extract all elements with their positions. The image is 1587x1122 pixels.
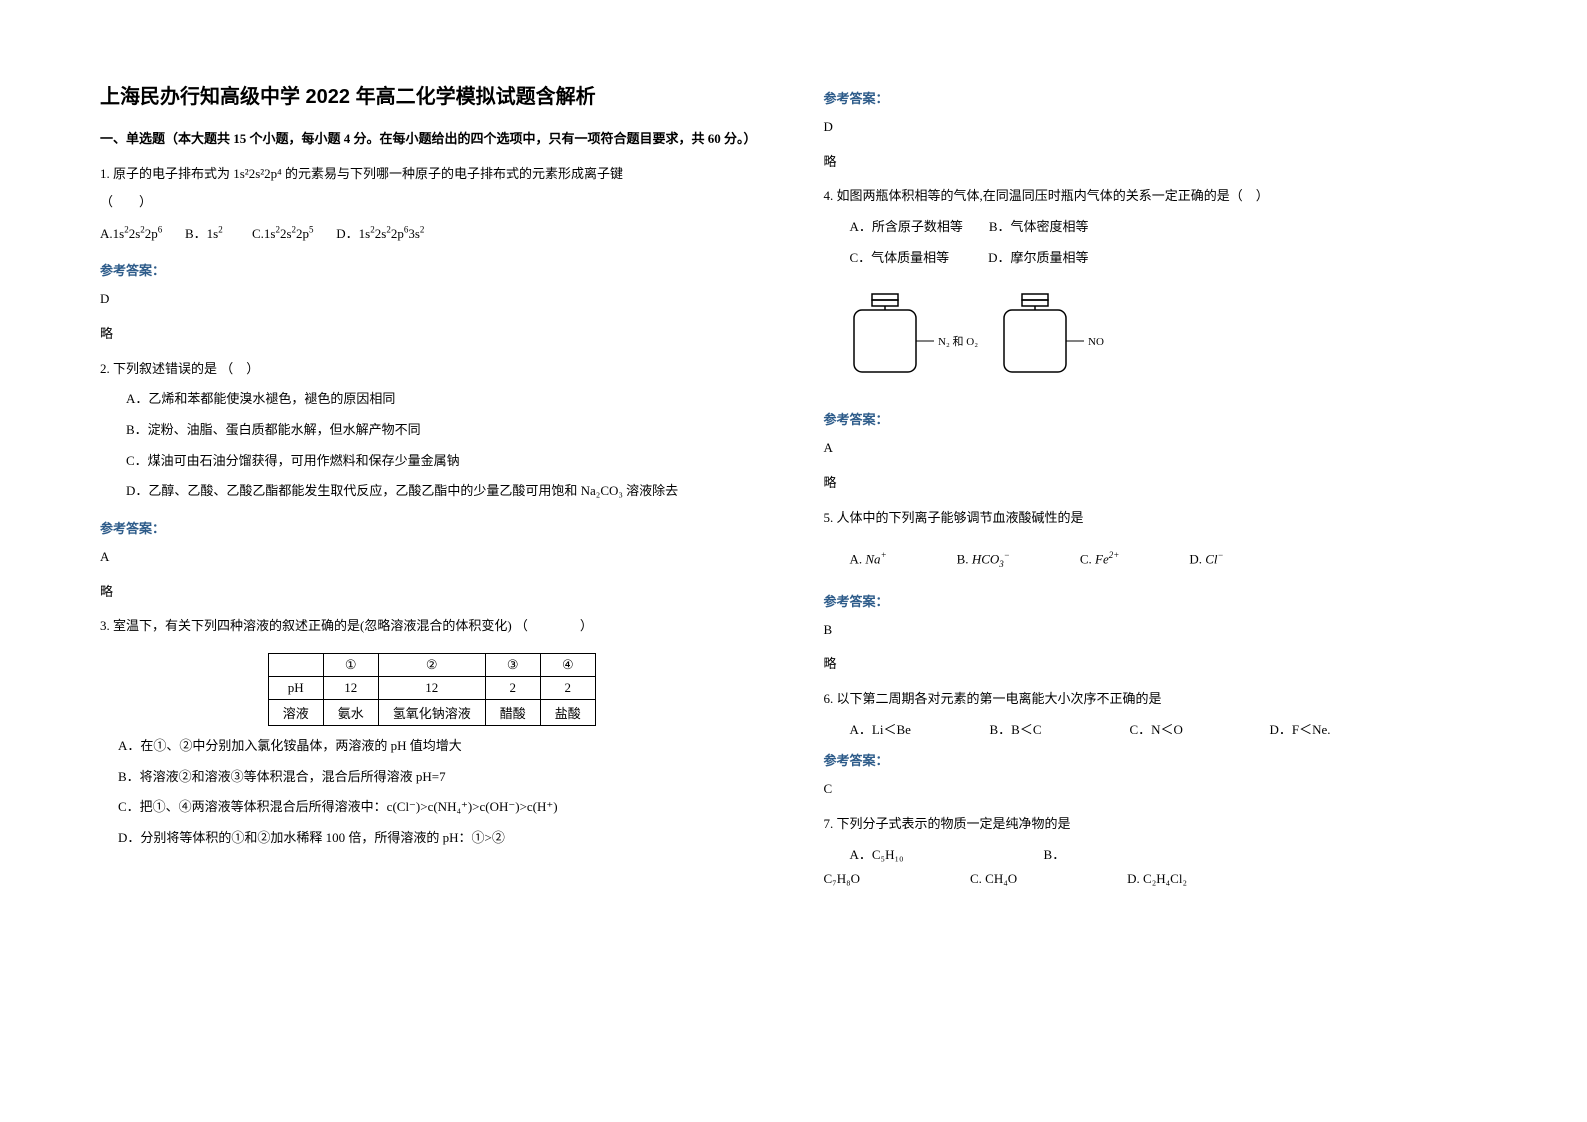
q3-stem: 3. 室温下，有关下列四种溶液的叙述正确的是(忽略溶液混合的体积变化) （ ） <box>100 614 764 639</box>
q7-options: A．C₅H₁₀ B． C₇H₈O C. CH₄O D. C₂H₄Cl₂ <box>824 843 1488 892</box>
q6-a: A．Li＜Be <box>850 718 950 743</box>
q3-answer-label: 参考答案： <box>824 88 1488 107</box>
q6-stem: 6. 以下第二周期各对元素的第一电离能大小次序不正确的是 <box>824 687 1488 712</box>
page-title: 上海民办行知高级中学 2022 年高二化学模拟试题含解析 <box>100 80 764 109</box>
q7-b2: C₇H₈O <box>824 867 861 892</box>
q3-brief: 略 <box>824 150 1488 175</box>
q1-answer: D <box>100 287 764 312</box>
q5-b: B. HCO3− <box>957 547 1010 573</box>
q1-d: D．1s22s22p63s2 <box>336 226 424 241</box>
q5-stem: 5. 人体中的下列离子能够调节血液酸碱性的是 <box>824 506 1488 531</box>
q6-answer-label: 参考答案： <box>824 750 1488 769</box>
q6-answer: C <box>824 777 1488 802</box>
q4-brief: 略 <box>824 471 1488 496</box>
q4-a: A．所含原子数相等 B．气体密度相等 <box>850 215 1488 240</box>
q6-c: C．N＜O <box>1130 718 1230 743</box>
q1-options: A.1s22s22p6 B．1s2 C.1s22s22p5 D．1s22s22p… <box>100 221 764 246</box>
q4-c: C．气体质量相等 D．摩尔质量相等 <box>850 246 1488 271</box>
q1-b: B．1s2 <box>185 226 223 241</box>
q2-a: A．乙烯和苯都能使溴水褪色，褪色的原因相同 <box>126 387 764 412</box>
section-header: 一、单选题（本大题共 15 个小题，每小题 4 分。在每小题给出的四个选项中，只… <box>100 129 764 150</box>
q4-answer-label: 参考答案： <box>824 409 1488 428</box>
q4-answer: A <box>824 436 1488 461</box>
svg-text:N₂ 和 O₂: N₂ 和 O₂ <box>938 335 978 348</box>
q3-b: B．将溶液②和溶液③等体积混合，混合后所得溶液 pH=7 <box>118 765 764 790</box>
q3-table: ① ② ③ ④ pH 12 12 2 2 溶液 氨水 氢氧化钠溶液 醋酸 盐酸 <box>268 653 596 726</box>
q5-d: D. Cl− <box>1189 547 1223 573</box>
q4-diagram: N₂ 和 O₂ NO <box>844 286 1488 391</box>
q7-stem: 7. 下列分子式表示的物质一定是纯净物的是 <box>824 812 1488 837</box>
q6-options: A．Li＜Be B．B＜C C．N＜O D．F＜Ne. <box>850 718 1488 743</box>
q3-d: D．分别将等体积的①和②加水稀释 100 倍，所得溶液的 pH：①>② <box>118 826 764 851</box>
bottles-icon: N₂ 和 O₂ NO <box>844 286 1104 386</box>
q3-answer: D <box>824 115 1488 140</box>
q5-a: A. Na+ <box>850 547 887 573</box>
q2-stem: 2. 下列叙述错误的是 （ ） <box>100 357 764 382</box>
table-row: 溶液 氨水 氢氧化钠溶液 醋酸 盐酸 <box>268 700 595 726</box>
q5-c: C. Fe2+ <box>1080 547 1119 573</box>
q2-answer-label: 参考答案： <box>100 518 764 537</box>
table-row: pH 12 12 2 2 <box>268 677 595 700</box>
table-row: ① ② ③ ④ <box>268 654 595 677</box>
q7-b: B． <box>1044 843 1066 868</box>
q2-d: D．乙醇、乙酸、乙酸乙酯都能发生取代反应，乙酸乙酯中的少量乙酸可用饱和 Na₂C… <box>126 479 764 504</box>
q1-brief: 略 <box>100 322 764 347</box>
q1-a: A.1s22s22p6 <box>100 226 162 241</box>
q7-c: C. CH₄O <box>970 867 1017 892</box>
q5-answer: B <box>824 618 1488 643</box>
q6-d: D．F＜Ne. <box>1270 718 1370 743</box>
q2-answer: A <box>100 545 764 570</box>
q1-c: C.1s22s22p5 <box>252 226 314 241</box>
q1-answer-label: 参考答案： <box>100 260 764 279</box>
q5-answer-label: 参考答案： <box>824 591 1488 610</box>
q4-stem: 4. 如图两瓶体积相等的气体,在同温同压时瓶内气体的关系一定正确的是（ ） <box>824 184 1488 209</box>
left-column: 上海民办行知高级中学 2022 年高二化学模拟试题含解析 一、单选题（本大题共 … <box>100 80 764 1042</box>
q1-paren: （ ） <box>100 190 764 215</box>
q5-options: A. Na+ B. HCO3− C. Fe2+ D. Cl− <box>850 547 1488 573</box>
q2-c: C．煤油可由石油分馏获得，可用作燃料和保存少量金属钠 <box>126 449 764 474</box>
q7-d: D. C₂H₄Cl₂ <box>1127 867 1187 892</box>
q2-b: B．淀粉、油脂、蛋白质都能水解，但水解产物不同 <box>126 418 764 443</box>
q3-c: C．把①、④两溶液等体积混合后所得溶液中：c(Cl⁻)>c(NH₄⁺)>c(OH… <box>118 795 764 820</box>
q1-stem: 1. 原子的电子排布式为 1s²2s²2p⁴ 的元素易与下列哪一种原子的电子排布… <box>100 162 764 187</box>
q3-a: A．在①、②中分别加入氯化铵晶体，两溶液的 pH 值均增大 <box>118 734 764 759</box>
q7-a: A．C₅H₁₀ <box>850 843 904 868</box>
q2-brief: 略 <box>100 580 764 605</box>
q6-b: B．B＜C <box>990 718 1090 743</box>
right-column: 参考答案： D 略 4. 如图两瓶体积相等的气体,在同温同压时瓶内气体的关系一定… <box>824 80 1488 1042</box>
svg-text:NO: NO <box>1088 336 1104 348</box>
q5-brief: 略 <box>824 652 1488 677</box>
